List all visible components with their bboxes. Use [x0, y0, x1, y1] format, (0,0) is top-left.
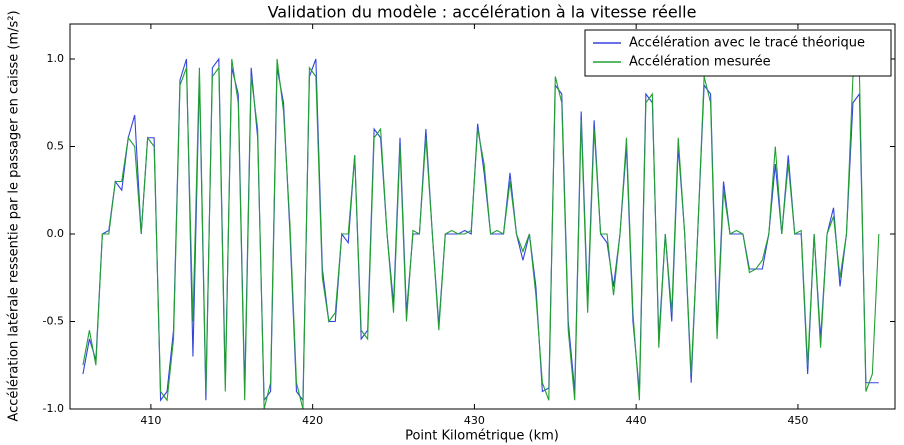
y-tick-label: -0.5 — [43, 315, 64, 328]
x-tick-label: 430 — [464, 414, 485, 427]
legend-box — [584, 29, 892, 77]
y-tick-label: -1.0 — [43, 402, 64, 415]
x-tick-label: 410 — [140, 414, 161, 427]
x-tick-label: 420 — [302, 414, 323, 427]
data-line — [82, 58, 880, 410]
x-tick-label: 440 — [626, 414, 647, 427]
legend-label: Accélération mesurée — [629, 55, 771, 70]
y-axis-label: Accélération latérale ressentie par le p… — [7, 10, 22, 421]
y-tick-label: 0.0 — [47, 227, 65, 240]
legend-label: Accélération avec le tracé théorique — [629, 36, 865, 51]
x-axis-label: Point Kilométrique (km) — [405, 429, 559, 444]
y-tick-label: 1.0 — [47, 52, 65, 65]
plot-frame — [69, 23, 896, 410]
chart-title: Validation du modèle : accélération à la… — [268, 3, 697, 22]
y-tick-label: 0.5 — [47, 140, 65, 153]
x-tick-label: 450 — [787, 414, 808, 427]
